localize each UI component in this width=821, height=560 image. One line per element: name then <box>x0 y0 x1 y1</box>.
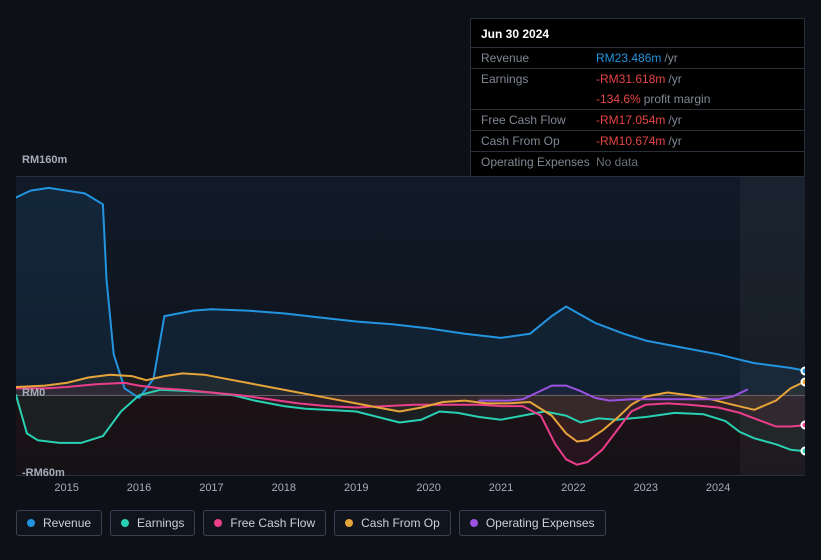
legend-item-revenue[interactable]: Revenue <box>16 510 102 536</box>
legend-dot-icon <box>121 519 129 527</box>
x-tick-label: 2015 <box>54 482 78 494</box>
x-tick-label: 2020 <box>416 482 440 494</box>
tooltip-row-value: -RM31.618m/yr <box>596 71 682 87</box>
legend-item-label: Cash From Op <box>361 516 440 530</box>
tooltip-row-value: RM23.486m/yr <box>596 50 678 66</box>
legend-dot-icon <box>470 519 478 527</box>
tooltip-row-value: -134.6%profit margin <box>596 91 710 107</box>
tooltip-row-label: Earnings <box>481 71 596 87</box>
tooltip-row: RevenueRM23.486m/yr <box>471 47 804 68</box>
series-end-marker <box>801 447 806 456</box>
tooltip-row: -134.6%profit margin <box>471 89 804 109</box>
chart-tooltip: Jun 30 2024 RevenueRM23.486m/yrEarnings-… <box>470 18 805 177</box>
tooltip-row-label: Free Cash Flow <box>481 112 596 128</box>
legend-dot-icon <box>345 519 353 527</box>
earnings-chart: RM160m RM0 -RM60m 2015201620172018201920… <box>16 158 805 458</box>
legend-item-label: Revenue <box>43 516 91 530</box>
tooltip-row: Operating ExpensesNo data <box>471 151 804 172</box>
series-end-marker <box>801 377 806 386</box>
x-tick-label: 2016 <box>127 482 151 494</box>
tooltip-date: Jun 30 2024 <box>471 25 804 47</box>
x-axis-ticks: 2015 2016 2017 2018 2019 2020 2021 2022 2023 2024 <box>16 482 805 500</box>
tooltip-row-label: Revenue <box>481 50 596 66</box>
tooltip-row-label: Operating Expenses <box>481 154 596 170</box>
tooltip-row: Earnings-RM31.618m/yr <box>471 68 804 89</box>
legend-item-cashop[interactable]: Cash From Op <box>334 510 451 536</box>
x-tick-label: 2021 <box>489 482 513 494</box>
y-axis-min-label: -RM60m <box>22 467 65 479</box>
legend-item-fcf[interactable]: Free Cash Flow <box>203 510 326 536</box>
tooltip-row: Free Cash Flow-RM17.054m/yr <box>471 109 804 130</box>
legend-item-earnings[interactable]: Earnings <box>110 510 195 536</box>
tooltip-row-label: Cash From Op <box>481 133 596 149</box>
y-axis-max-label: RM160m <box>22 154 67 166</box>
legend-dot-icon <box>27 519 35 527</box>
legend-item-opex[interactable]: Operating Expenses <box>459 510 606 536</box>
tooltip-row: Cash From Op-RM10.674m/yr <box>471 130 804 151</box>
legend-item-label: Earnings <box>137 516 184 530</box>
legend-item-label: Operating Expenses <box>486 516 595 530</box>
x-tick-label: 2019 <box>344 482 368 494</box>
x-tick-label: 2022 <box>561 482 585 494</box>
tooltip-row-value: -RM17.054m/yr <box>596 112 682 128</box>
x-tick-label: 2017 <box>199 482 223 494</box>
legend-dot-icon <box>214 519 222 527</box>
tooltip-row-value: -RM10.674m/yr <box>596 133 682 149</box>
y-axis-zero-label: RM0 <box>22 387 45 399</box>
chart-legend: Revenue Earnings Free Cash Flow Cash From O… <box>16 510 606 536</box>
x-tick-label: 2024 <box>706 482 730 494</box>
tooltip-row-value: No data <box>596 154 638 170</box>
series-end-marker <box>801 366 806 375</box>
chart-plot-area[interactable] <box>16 176 805 476</box>
x-tick-label: 2023 <box>634 482 658 494</box>
chart-svg <box>16 177 805 476</box>
series-end-marker <box>801 421 806 430</box>
legend-item-label: Free Cash Flow <box>230 516 315 530</box>
x-tick-label: 2018 <box>272 482 296 494</box>
tooltip-row-label <box>481 91 596 107</box>
